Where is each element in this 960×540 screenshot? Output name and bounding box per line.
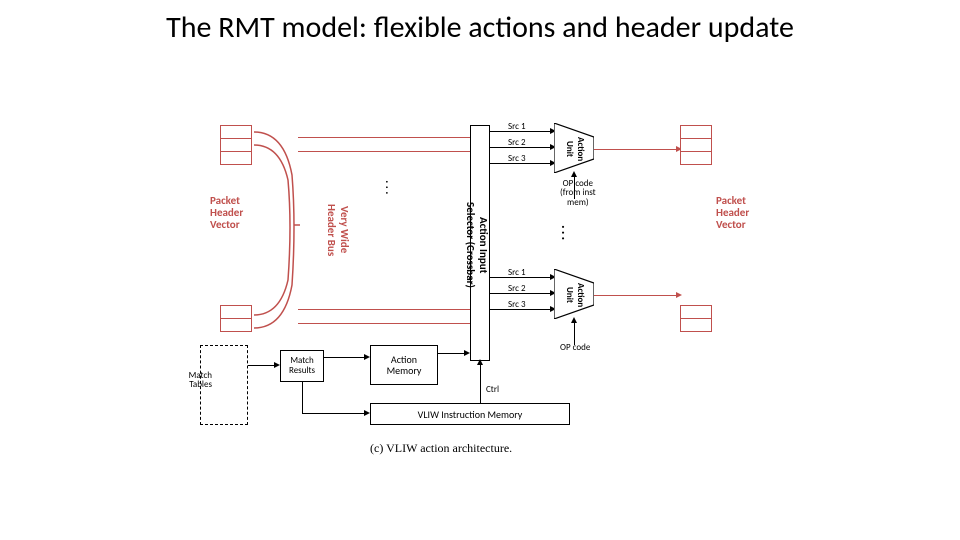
action-unit-bot-label: Action Unit [564, 275, 586, 315]
match-tables-label: Match Tables [166, 371, 212, 390]
phv-right-label: Packet Header Vector [716, 195, 749, 231]
selector-label: Action Input Selector (Crossbar) [470, 155, 490, 335]
vliw-memory-box: VLIW Instruction Memory [370, 403, 570, 425]
architecture-diagram: Packet Header Vector Very Wide Header Bu… [220, 125, 760, 485]
au-ellipsis: ... [558, 225, 575, 242]
slide-title: The RMT model: flexible actions and head… [0, 10, 960, 46]
ctrl-label: Ctrl [486, 385, 499, 394]
opcode-top-label: OP code (from inst mem) [560, 179, 596, 207]
src2-top: Src 2 [508, 138, 526, 147]
action-unit-top-label: Action Unit [564, 129, 586, 169]
bus-fanout-left [254, 125, 300, 335]
src3-top: Src 3 [508, 154, 526, 163]
vliw-memory-label: VLIW Instruction Memory [418, 409, 523, 420]
match-results-label: Match Results [289, 356, 315, 376]
action-memory-box: Action Memory [370, 345, 438, 385]
src3-bot: Src 3 [508, 300, 526, 309]
phv-left-label: Packet Header Vector [210, 195, 243, 231]
phv-right [680, 125, 712, 335]
src1-top: Src 1 [508, 122, 526, 131]
src2-bot: Src 2 [508, 284, 526, 293]
bus-label: Very Wide Header Bus [325, 170, 351, 290]
figure-caption: (c) VLIW action architecture. [370, 441, 512, 456]
bus-ellipsis: ... [382, 180, 399, 197]
match-results-box: Match Results [280, 350, 324, 382]
src1-bot: Src 1 [508, 268, 526, 277]
opcode-bot-label: OP code [560, 343, 590, 352]
action-memory-label: Action Memory [387, 354, 422, 376]
